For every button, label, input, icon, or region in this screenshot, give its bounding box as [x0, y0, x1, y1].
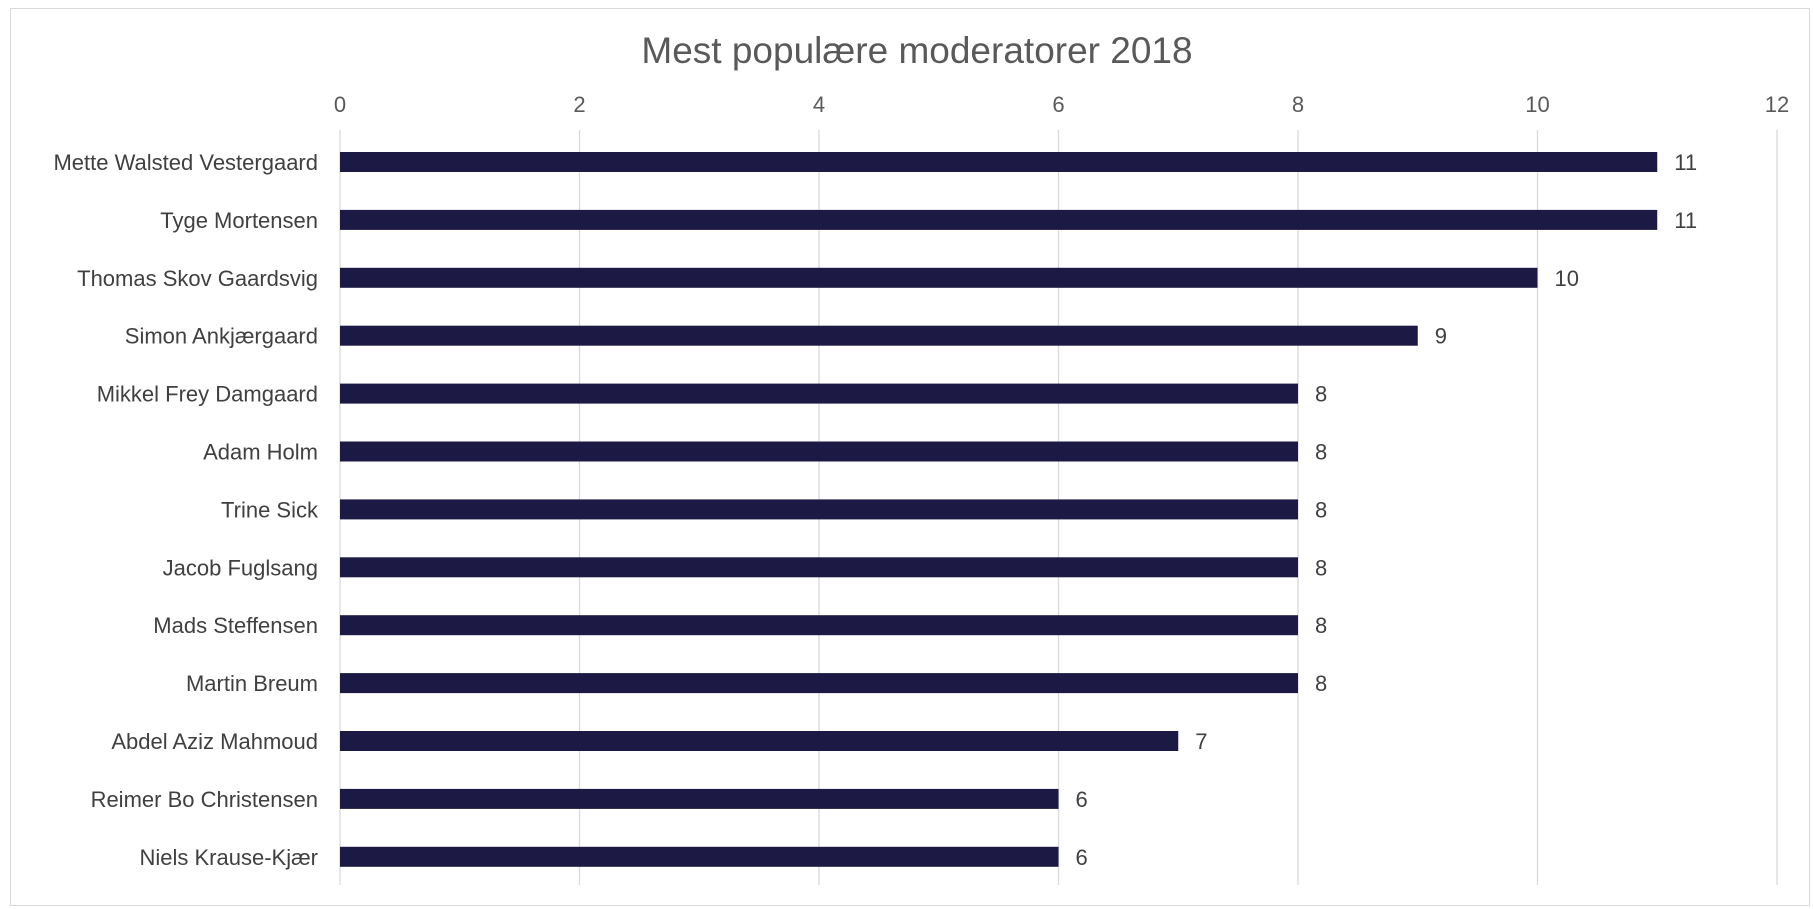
- data-label: 8: [1315, 440, 1327, 465]
- bar: [340, 788, 1059, 809]
- data-label: 10: [1555, 266, 1579, 291]
- x-tick-label: 4: [813, 92, 825, 117]
- category-label: Mikkel Frey Damgaard: [97, 382, 318, 407]
- category-label: Thomas Skov Gaardsvig: [77, 266, 318, 291]
- data-label: 6: [1076, 845, 1088, 870]
- bar: [340, 846, 1059, 867]
- data-label: 8: [1315, 497, 1327, 522]
- category-label: Abdel Aziz Mahmoud: [111, 729, 318, 754]
- bar: [340, 325, 1418, 346]
- bar: [340, 615, 1298, 636]
- category-label: Simon Ankjærgaard: [125, 324, 318, 349]
- x-tick-label: 0: [334, 92, 346, 117]
- category-labels: Mette Walsted Vestergaard Tyge Mortensen T…: [53, 150, 319, 870]
- data-label: 6: [1076, 787, 1088, 812]
- category-label: Mads Steffensen: [153, 613, 318, 638]
- bar: [340, 209, 1658, 230]
- category-label: Trine Sick: [221, 497, 319, 522]
- bar: [340, 152, 1658, 172]
- bar: [340, 673, 1298, 694]
- data-label: 7: [1195, 729, 1207, 754]
- category-label: Adam Holm: [203, 440, 318, 465]
- x-tick-label: 2: [573, 92, 585, 117]
- category-label: Martin Breum: [186, 671, 318, 696]
- data-label: 8: [1315, 555, 1327, 580]
- data-labels: 11 11 10 9 8 8 8 8 8 8 7 6 6: [1076, 150, 1698, 870]
- category-label: Mette Walsted Vestergaard: [53, 150, 318, 175]
- x-tick-label: 8: [1292, 92, 1304, 117]
- x-tick-label: 12: [1765, 92, 1789, 117]
- category-label: Niels Krause-Kjær: [140, 845, 319, 870]
- category-label: Reimer Bo Christensen: [91, 787, 318, 812]
- bars: [340, 152, 1658, 867]
- bar: [340, 383, 1298, 404]
- bar: [340, 267, 1538, 288]
- x-tick-label: 10: [1525, 92, 1549, 117]
- data-label: 9: [1435, 324, 1447, 349]
- data-label: 8: [1315, 671, 1327, 696]
- data-label: 8: [1315, 382, 1327, 407]
- category-label: Jacob Fuglsang: [163, 555, 318, 580]
- data-label: 8: [1315, 613, 1327, 638]
- x-tick-label: 6: [1052, 92, 1064, 117]
- data-label: 11: [1674, 208, 1697, 233]
- bar: [340, 557, 1298, 578]
- bar: [340, 731, 1179, 751]
- x-axis-ticks: 0 2 4 6 8 10 12: [334, 92, 1789, 117]
- bar: [340, 499, 1298, 520]
- data-label: 11: [1674, 150, 1697, 175]
- chart-title: Mest populære moderatorer 2018: [641, 30, 1192, 71]
- category-label: Tyge Mortensen: [160, 208, 318, 233]
- bar: [340, 441, 1298, 462]
